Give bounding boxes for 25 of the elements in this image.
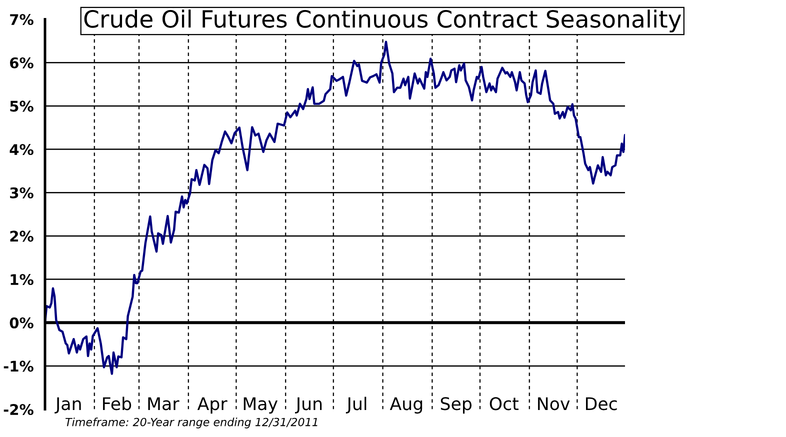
text: Timeframe: 20-Year range ending 12/31/2011 bbox=[65, 418, 318, 428]
x-tick-label: Apr bbox=[197, 397, 228, 414]
x-tick-label: Oct bbox=[490, 397, 518, 410]
line-series bbox=[45, 40, 625, 375]
x-tick-label: Sep bbox=[440, 397, 472, 414]
x-tick-label: Jul bbox=[346, 396, 366, 414]
y-tick-label: 0% bbox=[10, 317, 34, 328]
y-tick-label: 7% bbox=[10, 14, 34, 26]
y-tick-label: -1% bbox=[4, 360, 34, 372]
y-tick-label: -2% bbox=[4, 404, 34, 416]
y-tick-label: 2% bbox=[10, 230, 34, 242]
x-tick-label: Dec bbox=[586, 397, 617, 410]
x-tick-label: Aug bbox=[390, 397, 422, 414]
x-tick-label: Mar bbox=[148, 397, 180, 410]
chart-title: Crude Oil Futures Continuous Contract Seasonality bbox=[84, 10, 682, 32]
x-tick-label: May bbox=[244, 397, 278, 414]
y-tick-label: 3% bbox=[10, 187, 34, 198]
x-tick-label: Jan bbox=[54, 397, 81, 414]
y-tick-label: 5% bbox=[10, 100, 34, 112]
y-tick-label: 1% bbox=[10, 274, 34, 286]
y-tick-label: 4% bbox=[10, 144, 34, 156]
x-tick-label: Jun bbox=[295, 397, 322, 414]
y-tick-label: 6% bbox=[10, 57, 34, 68]
x-tick-label: Feb bbox=[103, 396, 132, 410]
x-tick-label: Nov bbox=[538, 397, 570, 410]
